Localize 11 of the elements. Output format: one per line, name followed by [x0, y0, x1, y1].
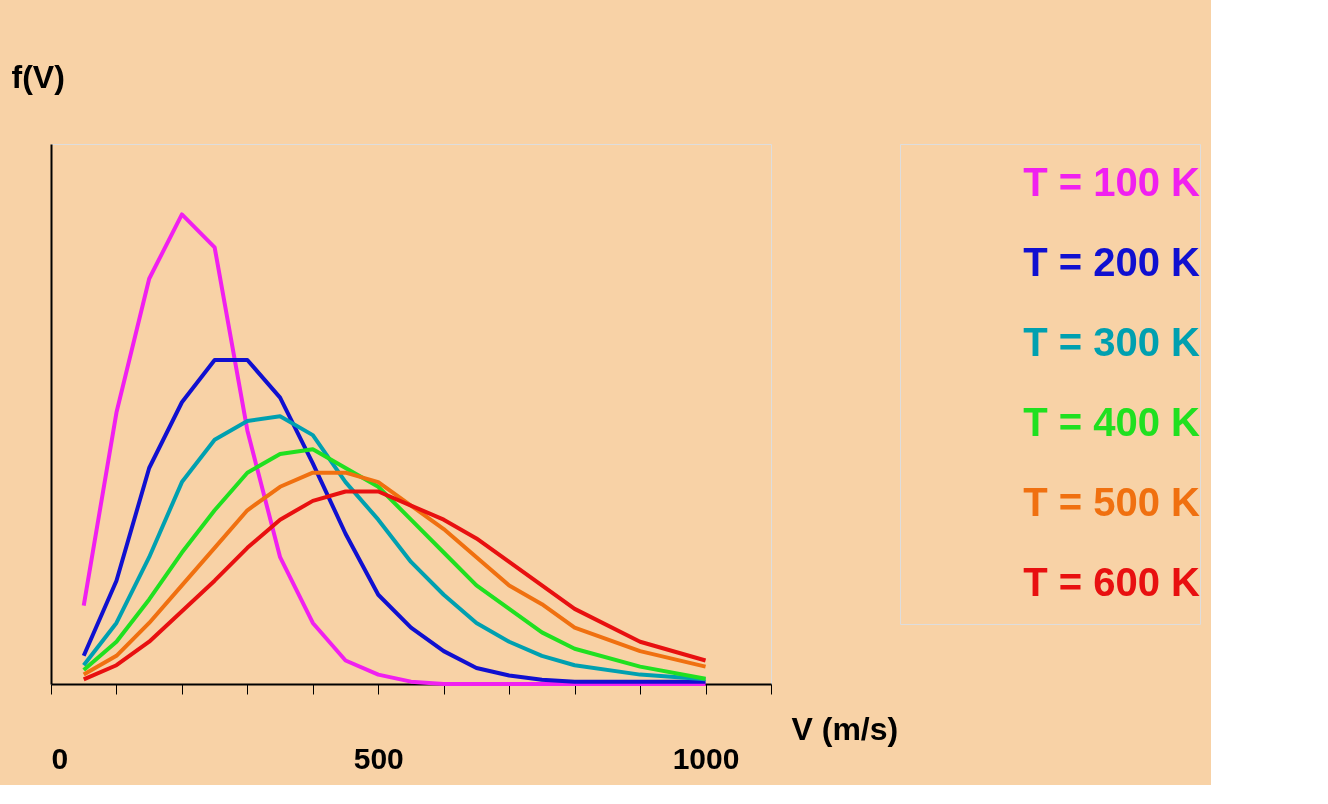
text: T = 600 K — [1023, 560, 1201, 604]
text: T = 400 K — [1023, 400, 1201, 444]
text: T = 100 K — [1023, 160, 1201, 204]
x-axis-title: V (m/s) — [791, 710, 899, 747]
text: T = 500 K — [1023, 480, 1201, 524]
x-tick-label: 0 — [51, 741, 69, 775]
x-tick-label: 500 — [353, 741, 404, 775]
text: T = 300 K — [1023, 320, 1201, 364]
x-tick-label: 1000 — [672, 741, 740, 775]
text: T = 200 K — [1023, 240, 1201, 284]
y-axis-title: f(V) — [11, 58, 65, 95]
